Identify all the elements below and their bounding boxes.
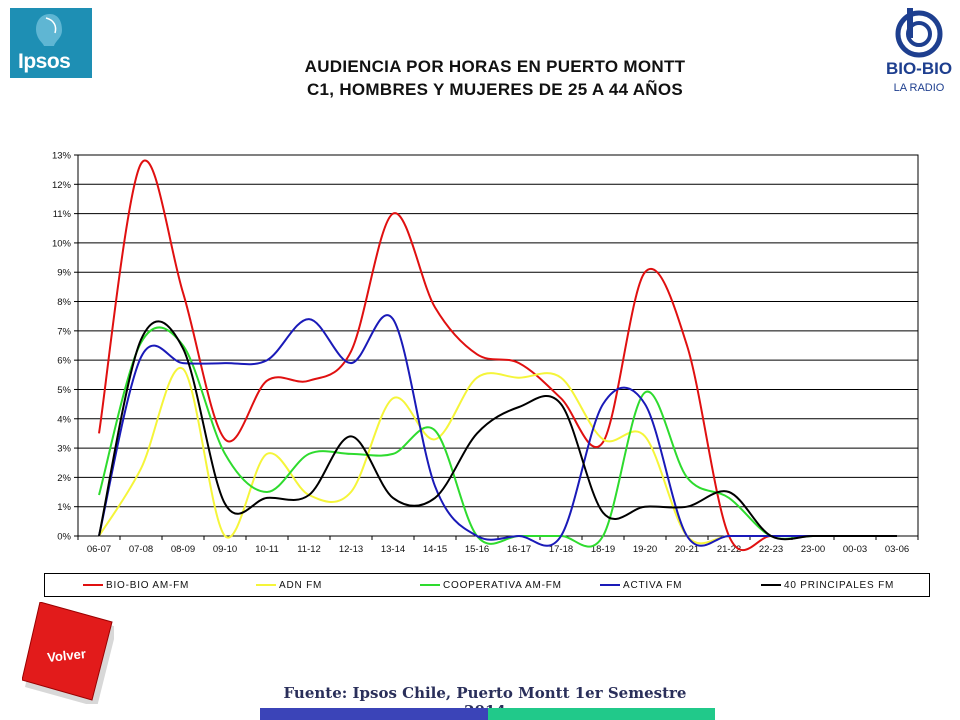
- y-tick-label: 6%: [57, 356, 71, 367]
- legend-item: BIO-BIO AM-FM: [83, 574, 189, 596]
- legend-swatch: [256, 584, 276, 586]
- title-line-2: C1, HOMBRES Y MUJERES DE 25 A 44 AÑOS: [306, 80, 684, 99]
- y-tick-label: 2%: [57, 473, 71, 484]
- legend-swatch: [761, 584, 781, 586]
- y-tick-label: 12%: [52, 180, 72, 191]
- series-line-bio-bio-am-fm: [98, 159, 897, 552]
- legend-label: ACTIVA FM: [623, 579, 683, 591]
- chart-title: AUDIENCIA POR HORAS EN PUERTO MONTT C1, …: [230, 55, 760, 101]
- volver-shape: Volver: [21, 601, 117, 707]
- footer-bar-green: [488, 708, 715, 720]
- series-line-activa-fm: [98, 314, 897, 547]
- x-tick-label: 19-20: [633, 544, 657, 555]
- x-tick-label: 17-18: [549, 544, 573, 555]
- x-tick-label: 23-00: [801, 544, 825, 555]
- ipsos-logo: Ipsos: [10, 8, 92, 78]
- biobio-logo-text: BIO-BIO: [886, 59, 952, 78]
- x-tick-label: 10-11: [255, 544, 279, 555]
- line-chart: 0% 1% 2% 3% 4% 5% 6% 7% 8% 9% 10% 11% 12% 13% 06-07 07-…: [35, 145, 930, 565]
- legend-item: ACTIVA FM: [600, 574, 682, 596]
- legend-swatch: [83, 584, 103, 586]
- ipsos-logo-text: Ipsos: [18, 50, 71, 73]
- y-tick-label: 13%: [52, 151, 72, 162]
- x-tick-label: 13-14: [381, 544, 405, 555]
- series-line-40-principales-fm: [98, 320, 897, 541]
- y-tick-label: 9%: [57, 268, 71, 279]
- volver-label[interactable]: Volver: [46, 646, 86, 665]
- y-tick-label: 11%: [53, 209, 72, 220]
- series-line-adn-fm: [98, 366, 897, 545]
- legend-label: 40 PRINCIPALES FM: [784, 579, 895, 591]
- x-tick-label: 00-03: [843, 544, 867, 555]
- legend-label: COOPERATIVA AM-FM: [443, 579, 562, 591]
- x-tick-label: 21-22: [717, 544, 741, 555]
- x-tick-label: 07-08: [129, 544, 153, 555]
- x-tick-label: 12-13: [339, 544, 363, 555]
- x-tick-label: 22-23: [759, 544, 783, 555]
- chart-svg: 0% 1% 2% 3% 4% 5% 6% 7% 8% 9% 10% 11% 12% 13% 06-07 07-…: [52, 151, 919, 555]
- legend-swatch: [600, 584, 620, 586]
- ipsos-head-icon: [36, 14, 62, 46]
- legend-item: 40 PRINCIPALES FM: [761, 574, 894, 596]
- biobio-logo: BIO-BIO LA RADIO: [885, 6, 955, 101]
- legend-label: BIO-BIO AM-FM: [106, 579, 190, 591]
- y-tick-label: 1%: [57, 502, 71, 513]
- x-tick-label: 08-09: [171, 544, 195, 555]
- x-tick-label: 18-19: [591, 544, 615, 555]
- chart-legend: BIO-BIO AM-FM ADN FM COOPERATIVA AM-FM ACTI…: [44, 573, 930, 597]
- legend-item: ADN FM: [256, 574, 322, 596]
- y-tick-label: 7%: [57, 326, 71, 337]
- y-tick-label: 4%: [57, 414, 71, 425]
- x-tick-label: 09-10: [213, 544, 237, 555]
- x-tick-label: 06-07: [87, 544, 111, 555]
- x-tick-label: 15-16: [465, 544, 489, 555]
- legend-swatch: [420, 584, 440, 586]
- y-tick-label: 0%: [57, 532, 71, 543]
- x-tick-label: 14-15: [423, 544, 447, 555]
- x-tick-label: 16-17: [507, 544, 531, 555]
- x-tick-label: 03-06: [885, 544, 909, 555]
- legend-item: COOPERATIVA AM-FM: [420, 574, 562, 596]
- title-line-1: AUDIENCIA POR HORAS EN PUERTO MONTT: [304, 57, 686, 76]
- y-tick-label: 5%: [57, 385, 71, 396]
- x-tick-label: 20-21: [675, 544, 699, 555]
- x-tick-label: 11-12: [297, 544, 321, 555]
- legend-label: ADN FM: [279, 579, 323, 591]
- y-tick-label: 3%: [57, 444, 71, 455]
- y-tick-label: 8%: [57, 297, 71, 308]
- volver-button[interactable]: Volver: [21, 601, 117, 707]
- series-line-cooperativa-am-fm: [98, 326, 897, 548]
- y-tick-label: 10%: [52, 238, 72, 249]
- plot-border: [77, 154, 919, 537]
- biobio-sub-text: LA RADIO: [894, 82, 945, 94]
- footer-bar-blue: [260, 708, 488, 720]
- biobio-radio-icon: BIO-BIO LA RADIO: [886, 8, 952, 94]
